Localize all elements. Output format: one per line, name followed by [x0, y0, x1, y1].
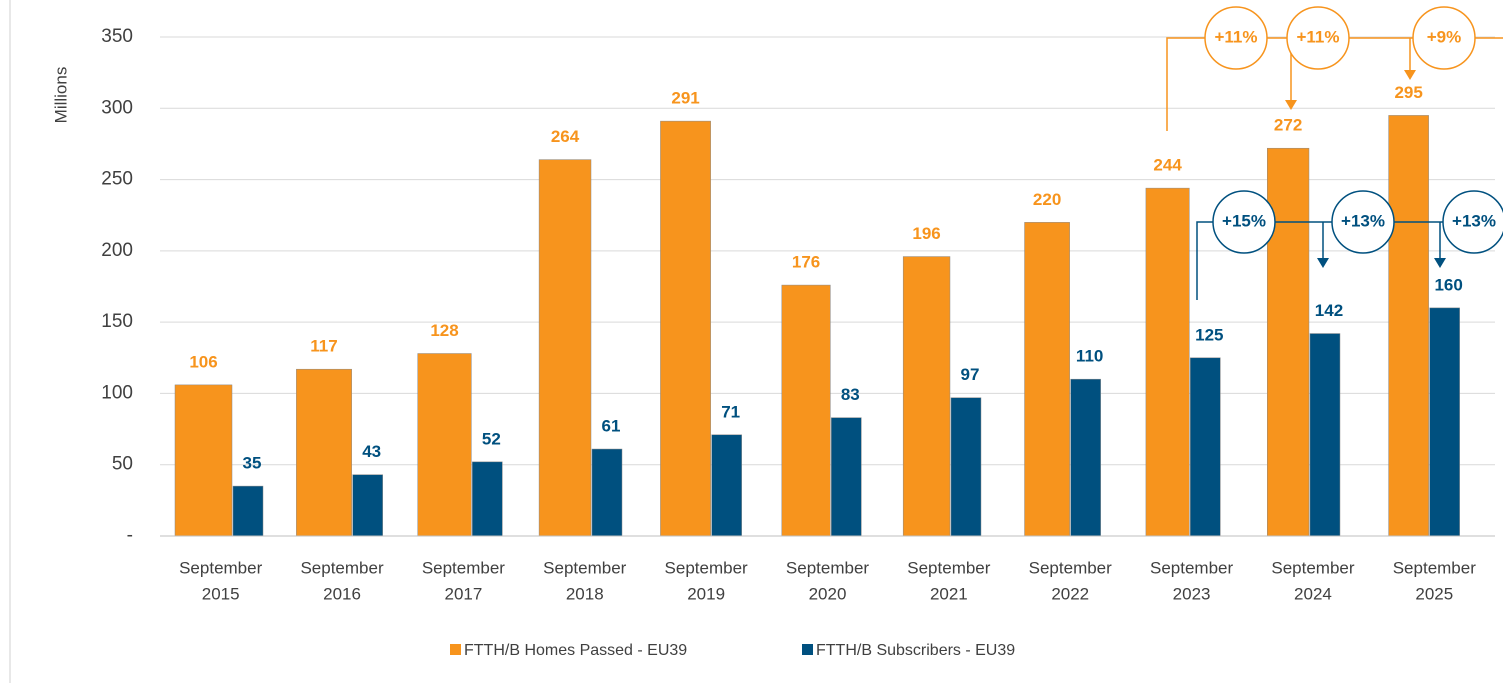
growth-bracket — [1196, 221, 1503, 300]
growth-bracket — [1166, 37, 1503, 131]
x-tick-label: 2023 — [1173, 584, 1211, 603]
bar — [1388, 115, 1429, 537]
x-tick-label: 2025 — [1415, 584, 1453, 603]
bar — [417, 353, 472, 537]
x-tick-label: 2018 — [566, 584, 604, 603]
y-tick-label: 350 — [101, 26, 133, 47]
legend-swatch — [802, 644, 813, 655]
bar — [781, 284, 831, 537]
bar — [950, 397, 982, 537]
x-tick-label: September — [786, 558, 869, 577]
x-tick-label: 2017 — [444, 584, 482, 603]
bar — [902, 256, 951, 537]
value-label: 117 — [310, 337, 337, 356]
bar — [538, 159, 592, 537]
value-label: 272 — [1274, 116, 1302, 135]
value-label: 196 — [912, 224, 940, 243]
x-tick-label: 2021 — [930, 584, 968, 603]
growth-label: +11% — [1214, 27, 1257, 46]
growth-label: +9% — [1427, 27, 1462, 46]
x-tick-label: September — [300, 558, 383, 577]
bar — [1070, 378, 1101, 537]
bar — [711, 434, 742, 537]
growth-label: +11% — [1296, 27, 1339, 46]
value-label: 128 — [430, 321, 458, 340]
x-tick-label: September — [1271, 558, 1354, 577]
legend-label: FTTH/B Homes Passed - EU39 — [464, 642, 687, 659]
x-tick-label: September — [1029, 558, 1112, 577]
growth-label: +13% — [1452, 211, 1496, 230]
bar — [1309, 333, 1341, 537]
x-tick-label: September — [1393, 558, 1476, 577]
growth-label: +15% — [1222, 211, 1266, 230]
value-label: 61 — [602, 417, 621, 436]
growth-arrowhead — [1285, 100, 1297, 110]
bar — [296, 368, 352, 537]
x-tick-label: 2020 — [809, 584, 847, 603]
x-tick-label: 2024 — [1294, 584, 1332, 603]
x-tick-label: September — [422, 558, 505, 577]
frame — [9, 0, 11, 683]
bar — [1267, 147, 1310, 537]
x-tick-label: 2016 — [323, 584, 361, 603]
bar — [660, 120, 711, 537]
growth-circle — [1442, 190, 1503, 254]
value-label: 97 — [961, 365, 980, 384]
x-tick-label: September — [907, 558, 990, 577]
value-label: 106 — [189, 352, 217, 371]
bar — [174, 384, 233, 537]
bar — [472, 461, 503, 537]
y-tick-label: 150 — [101, 311, 133, 332]
legend-label: FTTH/B Subscribers - EU39 — [816, 642, 1015, 659]
growth-circle — [1204, 6, 1268, 70]
growth-circle — [1331, 190, 1395, 254]
legend-swatch — [450, 644, 461, 655]
value-label: 125 — [1195, 325, 1223, 344]
value-label: 291 — [671, 89, 699, 108]
x-tick-label: September — [1150, 558, 1233, 577]
value-label: 295 — [1394, 83, 1422, 102]
value-label: 110 — [1076, 347, 1103, 366]
growth-label: +13% — [1341, 211, 1385, 230]
growth-circle — [1412, 6, 1476, 70]
value-label: 83 — [841, 385, 860, 404]
y-tick-label: 200 — [101, 240, 133, 261]
bar — [831, 417, 862, 537]
value-label: 220 — [1033, 190, 1061, 209]
bar — [1024, 222, 1070, 537]
value-label: 264 — [551, 127, 580, 146]
x-tick-label: September — [179, 558, 262, 577]
x-tick-label: 2015 — [202, 584, 240, 603]
x-tick-label: September — [543, 558, 626, 577]
value-label: 43 — [362, 442, 381, 461]
value-label: 244 — [1153, 156, 1182, 175]
value-label: 160 — [1434, 275, 1462, 294]
growth-arrowhead — [1404, 70, 1416, 80]
x-tick-label: 2019 — [687, 584, 725, 603]
bar — [352, 474, 383, 537]
y-tick-label: 100 — [101, 382, 133, 403]
value-label: 142 — [1315, 301, 1343, 320]
value-label: 35 — [243, 454, 262, 473]
bar — [591, 448, 623, 537]
value-label: 176 — [792, 253, 820, 272]
bar — [1429, 307, 1460, 537]
growth-arrowhead — [1317, 258, 1329, 268]
growth-circle — [1286, 6, 1350, 70]
y-tick-label: - — [127, 525, 133, 546]
value-label: 52 — [482, 429, 501, 448]
x-tick-label: September — [665, 558, 748, 577]
bar — [1190, 357, 1221, 537]
growth-circle — [1212, 190, 1276, 254]
y-tick-label: 300 — [101, 97, 133, 118]
value-label: 71 — [721, 402, 740, 421]
bar — [232, 485, 264, 537]
y-tick-label: 250 — [101, 169, 133, 190]
y-axis-label: Millions — [51, 67, 70, 124]
bar — [1145, 187, 1190, 537]
x-tick-label: 2022 — [1051, 584, 1089, 603]
growth-arrowhead — [1434, 258, 1446, 268]
y-tick-label: 50 — [112, 454, 133, 475]
